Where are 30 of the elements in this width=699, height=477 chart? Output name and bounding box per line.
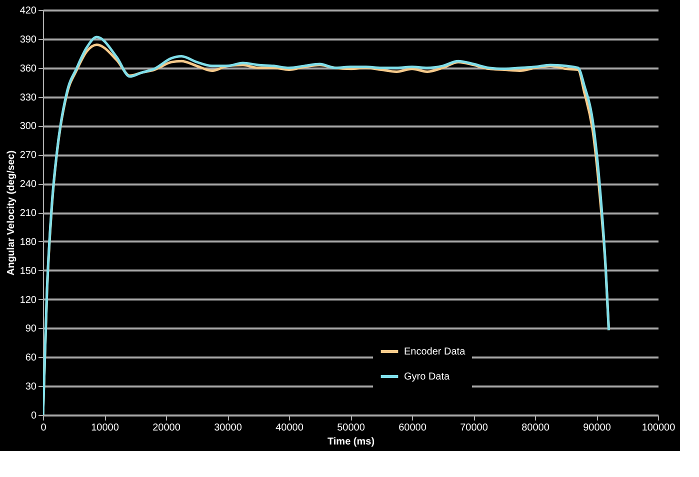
y-tick-label: 90 — [25, 324, 37, 335]
y-axis-title: Angular Velocity (deg/sec) — [6, 150, 17, 276]
legend-label: Encoder Data — [404, 346, 466, 358]
x-tick-label: 40000 — [276, 422, 304, 434]
x-tick-label: 70000 — [460, 422, 488, 434]
legend-label: Gyro Data — [404, 372, 450, 382]
x-tick-label: 20000 — [152, 422, 181, 434]
y-tick-label: 60 — [25, 352, 37, 364]
x-tick-label: 0 — [40, 422, 47, 434]
x-tick-label: 10000 — [91, 422, 120, 434]
y-tick-label: 300 — [20, 121, 37, 132]
x-tick-label: 60000 — [398, 422, 427, 434]
y-tick-label: 150 — [20, 266, 37, 277]
y-tick-label: 360 — [20, 63, 37, 74]
y-tick-label: 420 — [20, 6, 37, 16]
y-tick-label: 180 — [20, 236, 37, 248]
y-tick-label: 30 — [25, 382, 37, 393]
y-tick-label: 390 — [20, 34, 37, 46]
x-tick-label: 100000 — [642, 422, 676, 434]
x-axis-title: Time (ms) — [327, 436, 375, 448]
x-tick-label: 90000 — [583, 422, 612, 434]
y-tick-label: 0 — [30, 410, 37, 422]
y-tick-label: 210 — [20, 208, 37, 219]
x-tick-label: 50000 — [337, 422, 366, 434]
y-tick-label: 120 — [20, 294, 37, 306]
y-tick-label: 330 — [20, 92, 37, 104]
y-tick-label: 240 — [20, 179, 37, 190]
y-tick-label: 270 — [20, 150, 37, 162]
x-tick-label: 30000 — [214, 422, 242, 434]
x-tick-label: 80000 — [522, 422, 550, 434]
